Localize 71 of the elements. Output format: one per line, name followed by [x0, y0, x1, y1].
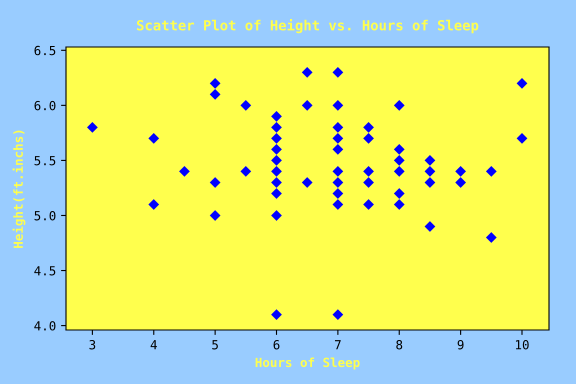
- chart-title: Scatter Plot of Height vs. Hours of Sleep: [136, 19, 478, 34]
- y-tick-label: 6.0: [34, 100, 56, 110]
- point: [271, 122, 282, 133]
- x-tick-label: 4: [150, 340, 157, 350]
- point: [516, 133, 528, 144]
- point: [332, 122, 344, 133]
- x-axis-title: Hours of Sleep: [256, 357, 360, 370]
- point: [179, 166, 190, 177]
- point: [424, 221, 436, 232]
- y-tick-label: 5.0: [34, 210, 56, 220]
- point: [271, 309, 282, 320]
- y-tick-label: 6.5: [34, 46, 56, 56]
- point: [363, 122, 374, 133]
- point: [394, 166, 405, 177]
- point: [332, 66, 344, 78]
- x-tick-label: 10: [516, 340, 529, 350]
- point: [271, 110, 282, 122]
- point: [332, 309, 344, 320]
- y-tick-label: 4.5: [34, 266, 56, 276]
- point: [302, 66, 313, 78]
- point: [332, 133, 344, 144]
- point: [332, 177, 344, 188]
- point: [332, 100, 344, 111]
- point: [271, 144, 282, 155]
- point: [302, 100, 313, 111]
- point: [271, 155, 282, 166]
- point: [148, 199, 160, 210]
- point: [455, 177, 466, 188]
- point: [363, 177, 374, 188]
- x-tick-label: 8: [396, 340, 402, 350]
- point: [332, 199, 344, 210]
- point: [394, 188, 405, 199]
- point: [394, 144, 405, 155]
- point: [271, 210, 282, 221]
- x-tick-label: 6: [274, 340, 280, 350]
- point: [332, 166, 344, 177]
- point: [486, 232, 497, 243]
- point: [271, 188, 282, 199]
- x-tick-label: 9: [458, 340, 464, 350]
- point: [271, 177, 282, 188]
- point: [363, 166, 374, 177]
- point: [394, 155, 405, 166]
- point: [240, 166, 252, 177]
- point: [424, 177, 436, 188]
- point: [210, 210, 221, 221]
- point: [424, 155, 436, 166]
- x-tick-label: 5: [212, 340, 218, 350]
- point: [455, 166, 466, 177]
- point: [271, 166, 282, 177]
- point: [516, 78, 528, 89]
- point: [240, 100, 252, 111]
- point: [332, 188, 344, 199]
- point: [210, 78, 221, 89]
- point: [363, 199, 374, 210]
- point: [87, 122, 98, 133]
- point: [148, 133, 160, 144]
- y-tick-label: 4.0: [34, 321, 56, 331]
- point: [394, 100, 405, 111]
- point: [394, 199, 405, 210]
- point: [363, 133, 374, 144]
- point: [210, 177, 221, 188]
- point: [424, 166, 436, 177]
- point: [486, 166, 497, 177]
- x-tick-label: 3: [89, 340, 96, 350]
- point: [302, 177, 313, 188]
- point: [332, 144, 344, 155]
- point: [271, 133, 282, 144]
- point: [210, 88, 221, 100]
- x-tick-label: 7: [334, 340, 341, 350]
- y-tick-label: 5.5: [34, 156, 56, 166]
- y-axis-title: Height(ft.inchs): [12, 130, 26, 248]
